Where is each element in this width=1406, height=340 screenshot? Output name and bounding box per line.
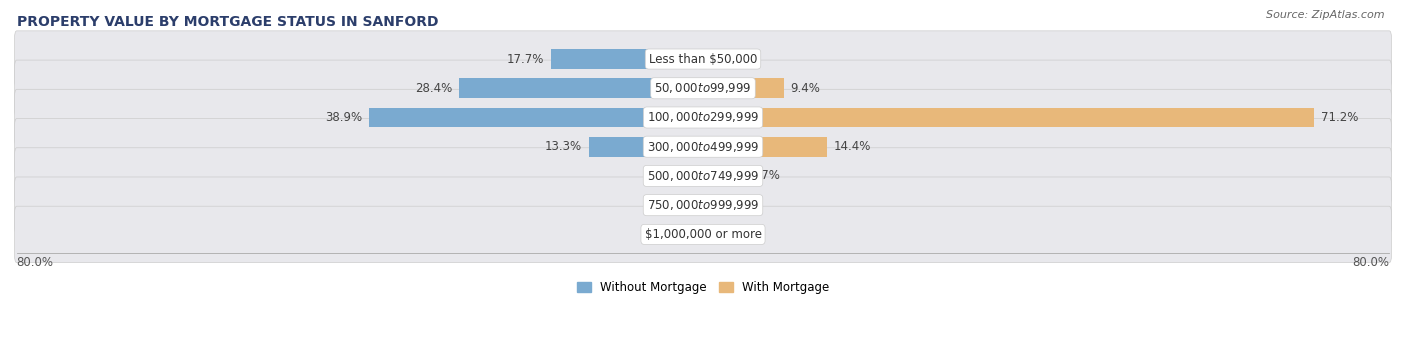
Text: 1.2%: 1.2%: [657, 169, 686, 183]
FancyBboxPatch shape: [14, 119, 1392, 175]
FancyBboxPatch shape: [14, 31, 1392, 87]
Text: $50,000 to $99,999: $50,000 to $99,999: [654, 81, 752, 95]
Text: 14.4%: 14.4%: [834, 140, 870, 153]
Bar: [703, 107, 1313, 128]
Text: Less than $50,000: Less than $50,000: [648, 53, 758, 66]
Text: 0.0%: 0.0%: [710, 199, 740, 212]
Text: Source: ZipAtlas.com: Source: ZipAtlas.com: [1267, 10, 1385, 20]
Bar: [460, 78, 703, 98]
FancyBboxPatch shape: [14, 177, 1392, 233]
Text: 13.3%: 13.3%: [546, 140, 582, 153]
Text: 17.7%: 17.7%: [508, 53, 544, 66]
Text: 9.4%: 9.4%: [790, 82, 820, 95]
Text: $1,000,000 or more: $1,000,000 or more: [644, 228, 762, 241]
FancyBboxPatch shape: [14, 60, 1392, 116]
Bar: [370, 107, 703, 128]
Text: PROPERTY VALUE BY MORTGAGE STATUS IN SANFORD: PROPERTY VALUE BY MORTGAGE STATUS IN SAN…: [17, 15, 439, 29]
Bar: [589, 137, 703, 157]
Text: 0.0%: 0.0%: [666, 228, 696, 241]
FancyBboxPatch shape: [14, 89, 1392, 146]
Text: $100,000 to $299,999: $100,000 to $299,999: [647, 110, 759, 124]
Text: 0.35%: 0.35%: [713, 53, 749, 66]
Bar: [699, 195, 703, 215]
Text: 80.0%: 80.0%: [17, 256, 53, 269]
Bar: [703, 49, 706, 69]
Text: 80.0%: 80.0%: [1353, 256, 1389, 269]
Text: 38.9%: 38.9%: [325, 111, 363, 124]
Bar: [703, 78, 783, 98]
FancyBboxPatch shape: [14, 206, 1392, 262]
Bar: [703, 166, 744, 186]
Legend: Without Mortgage, With Mortgage: Without Mortgage, With Mortgage: [572, 276, 834, 299]
Text: 71.2%: 71.2%: [1320, 111, 1358, 124]
Bar: [703, 137, 827, 157]
Bar: [693, 166, 703, 186]
Text: $750,000 to $999,999: $750,000 to $999,999: [647, 198, 759, 212]
FancyBboxPatch shape: [14, 148, 1392, 204]
Text: 28.4%: 28.4%: [415, 82, 453, 95]
Text: 4.7%: 4.7%: [751, 169, 780, 183]
Text: $500,000 to $749,999: $500,000 to $749,999: [647, 169, 759, 183]
Text: 0.48%: 0.48%: [655, 199, 692, 212]
Bar: [551, 49, 703, 69]
Text: $300,000 to $499,999: $300,000 to $499,999: [647, 140, 759, 154]
Text: 0.0%: 0.0%: [710, 228, 740, 241]
